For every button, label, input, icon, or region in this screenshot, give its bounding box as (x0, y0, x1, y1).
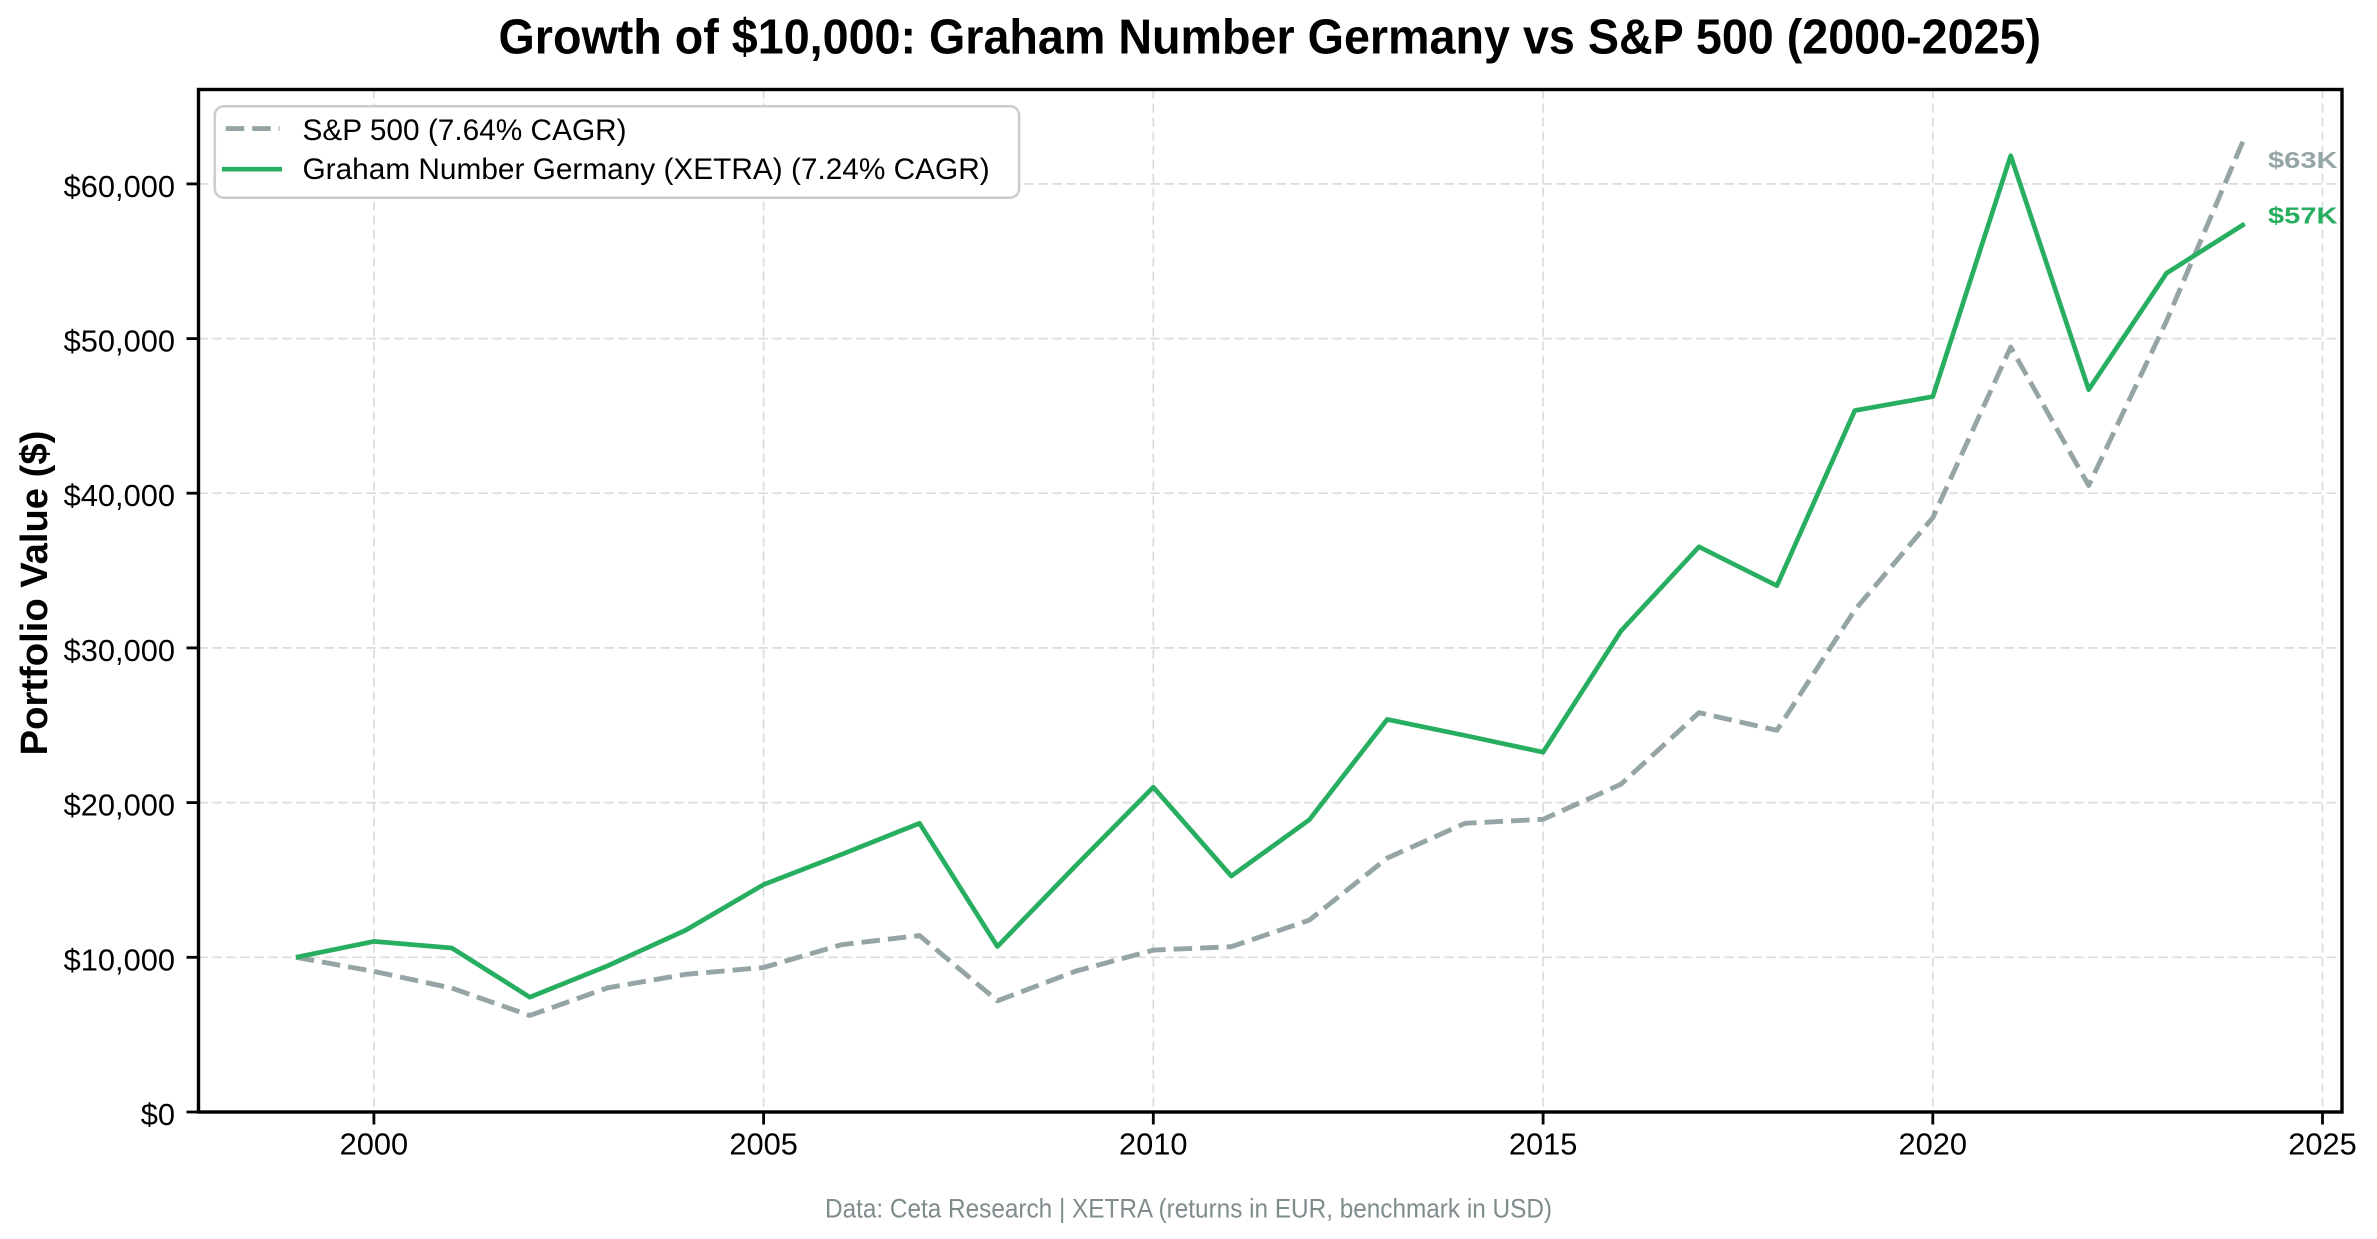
svg-text:$40,000: $40,000 (64, 478, 175, 513)
svg-text:Growth of $10,000: Graham Numb: Growth of $10,000: Graham Number Germany… (499, 10, 2042, 64)
svg-text:$0: $0 (141, 1097, 175, 1132)
svg-text:2000: 2000 (340, 1127, 409, 1162)
svg-text:$30,000: $30,000 (64, 633, 175, 668)
svg-text:$60,000: $60,000 (64, 169, 175, 204)
svg-text:Data: Ceta Research | XETRA (r: Data: Ceta Research | XETRA (returns in … (825, 1193, 1552, 1223)
svg-text:$10,000: $10,000 (64, 942, 175, 977)
svg-text:$57K: $57K (2268, 202, 2338, 228)
svg-text:2025: 2025 (2288, 1127, 2357, 1162)
svg-text:2015: 2015 (1509, 1127, 1578, 1162)
svg-text:2020: 2020 (1899, 1127, 1968, 1162)
svg-text:2005: 2005 (729, 1127, 798, 1162)
svg-text:$20,000: $20,000 (64, 788, 175, 823)
svg-text:$63K: $63K (2268, 147, 2338, 173)
svg-text:Portfolio Value ($): Portfolio Value ($) (13, 431, 56, 756)
svg-text:Graham Number Germany (XETRA): Graham Number Germany (XETRA) (7.24% CAG… (303, 153, 990, 186)
svg-text:2010: 2010 (1119, 1127, 1188, 1162)
svg-text:S&P 500 (7.64% CAGR): S&P 500 (7.64% CAGR) (303, 114, 627, 147)
svg-text:$50,000: $50,000 (64, 324, 175, 359)
